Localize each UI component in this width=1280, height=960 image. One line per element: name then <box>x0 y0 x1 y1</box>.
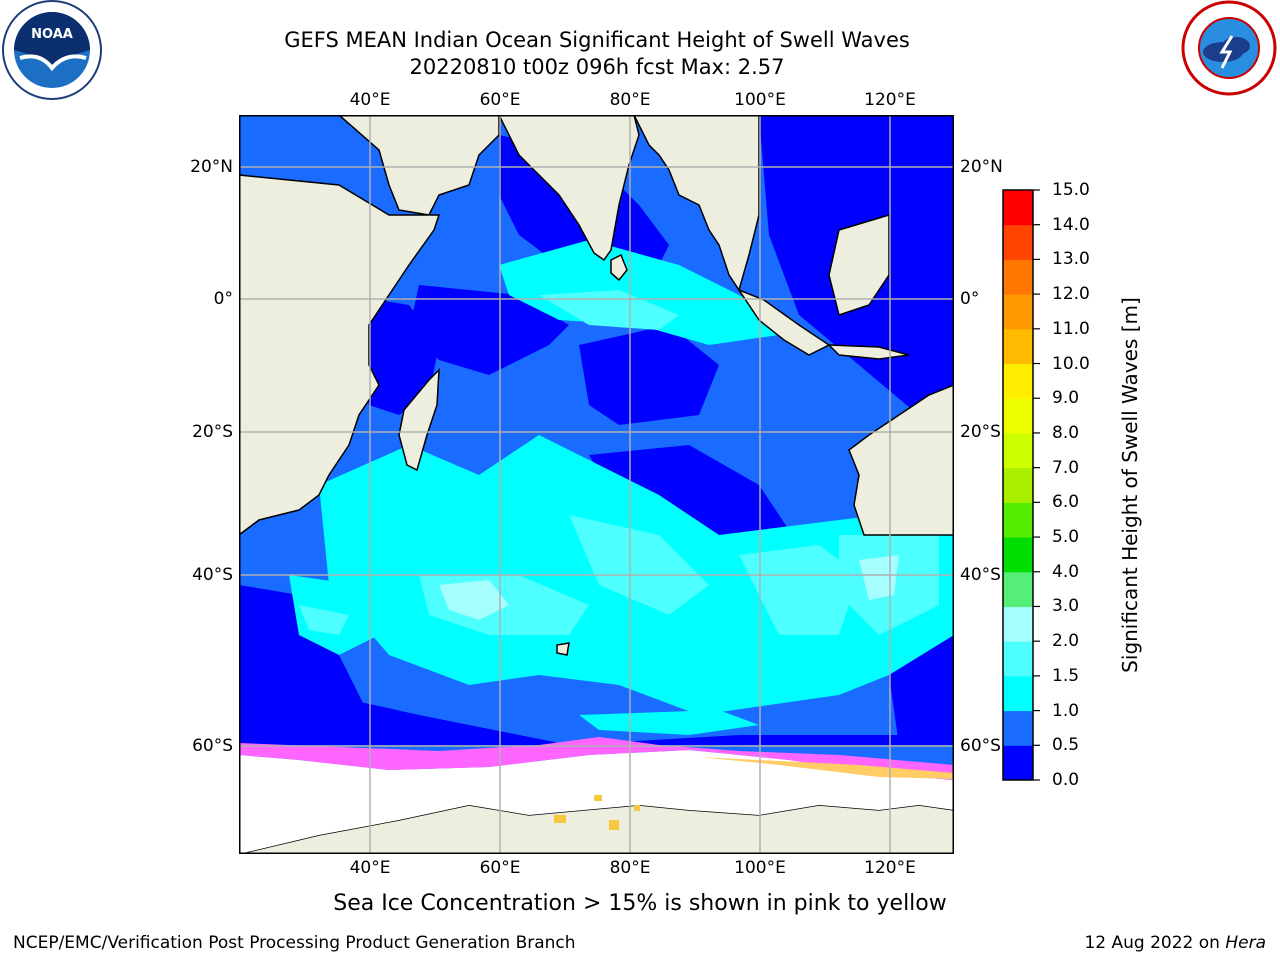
lon-tick-bottom: 120°E <box>864 858 916 878</box>
colorbar-label: 8.0 <box>1052 422 1080 443</box>
colorbar-segment <box>1003 641 1033 677</box>
colorbar-segment <box>1003 259 1033 295</box>
lat-tick-right: 60°S <box>960 736 1001 756</box>
noaa-logo-icon: NOAA <box>0 0 106 100</box>
colorbar-label: 4.0 <box>1052 561 1080 582</box>
colorbar-label: 3.0 <box>1052 596 1080 617</box>
chart-title: GEFS MEAN Indian Ocean Significant Heigh… <box>284 28 910 52</box>
colorbar-segment <box>1003 571 1033 607</box>
colorbar-label: 2.0 <box>1052 631 1080 652</box>
colorbar-segment <box>1003 190 1033 226</box>
colorbar-label: 9.0 <box>1052 388 1080 409</box>
colorbar-label: 0.0 <box>1052 770 1080 790</box>
colorbar-segment <box>1003 606 1033 642</box>
colorbar-label: 11.0 <box>1052 318 1090 339</box>
lat-tick-left: 40°S <box>192 565 233 585</box>
colorbar-label: 10.0 <box>1052 353 1090 374</box>
map-grid <box>239 115 954 854</box>
colorbar-label: 15.0 <box>1052 180 1090 200</box>
lon-tick-top: 40°E <box>349 90 391 110</box>
lon-tick-bottom: 100°E <box>734 858 786 878</box>
lat-tick-left: 0° <box>213 289 233 309</box>
sea-ice-zone <box>239 750 954 854</box>
lat-tick-right: 0° <box>960 289 980 309</box>
colorbar <box>1002 189 1040 781</box>
footer-credit: NCEP/EMC/Verification Post Processing Pr… <box>13 933 576 953</box>
footer-date-text: 12 Aug 2022 on <box>1084 933 1220 953</box>
lon-tick-bottom: 80°E <box>609 858 651 878</box>
lon-tick-bottom: 40°E <box>349 858 391 878</box>
colorbar-segment <box>1003 398 1033 434</box>
colorbar-label: 5.0 <box>1052 527 1080 548</box>
nws-logo-icon <box>1178 0 1280 100</box>
chart-subtitle: 20220810 t00z 096h fcst Max: 2.57 <box>409 55 785 79</box>
colorbar-segment <box>1003 363 1033 399</box>
colorbar-segment <box>1003 467 1033 503</box>
colorbar-title: Significant Height of Swell Waves [m] <box>1118 297 1142 673</box>
lat-tick-right: 20°N <box>960 157 1003 177</box>
colorbar-label: 12.0 <box>1052 284 1090 305</box>
colorbar-label: 14.0 <box>1052 214 1090 235</box>
lon-tick-top: 100°E <box>734 90 786 110</box>
colorbar-label: 13.0 <box>1052 249 1090 270</box>
footer-host: Hera <box>1225 933 1266 953</box>
colorbar-segment <box>1003 432 1033 469</box>
colorbar-label: 7.0 <box>1052 457 1080 478</box>
swell-band-peak <box>439 555 899 620</box>
lat-tick-right: 20°S <box>960 422 1001 442</box>
colorbar-segment <box>1003 745 1033 781</box>
lon-tick-top: 80°E <box>609 90 651 110</box>
colorbar-segment <box>1003 537 1033 573</box>
colorbar-label: 0.5 <box>1052 735 1080 756</box>
colorbar-segment <box>1003 502 1033 538</box>
lat-tick-right: 40°S <box>960 565 1001 585</box>
colorbar-segment <box>1003 294 1033 330</box>
lat-tick-left: 20°S <box>192 422 233 442</box>
colorbar-label: 1.5 <box>1052 665 1080 686</box>
land-area <box>239 115 954 854</box>
lon-tick-top: 60°E <box>479 90 521 110</box>
sea-ice-note: Sea Ice Concentration > 15% is shown in … <box>333 891 947 916</box>
noaa-logo-text: NOAA <box>31 27 73 42</box>
swell-height-map <box>239 115 954 854</box>
colorbar-label: 6.0 <box>1052 492 1080 513</box>
footer-date: 12 Aug 2022 on Hera <box>1084 932 1266 954</box>
colorbar-segment <box>1003 675 1033 712</box>
colorbar-label: 1.0 <box>1052 700 1080 721</box>
lat-tick-left: 20°N <box>190 157 233 177</box>
colorbar-segment <box>1003 328 1033 365</box>
colorbar-segment <box>1003 224 1033 260</box>
sea-ice-patches <box>554 795 640 830</box>
lon-tick-bottom: 60°E <box>479 858 521 878</box>
lat-tick-left: 60°S <box>192 736 233 756</box>
lon-tick-top: 120°E <box>864 90 916 110</box>
colorbar-segment <box>1003 710 1033 746</box>
map-frame <box>239 115 954 854</box>
